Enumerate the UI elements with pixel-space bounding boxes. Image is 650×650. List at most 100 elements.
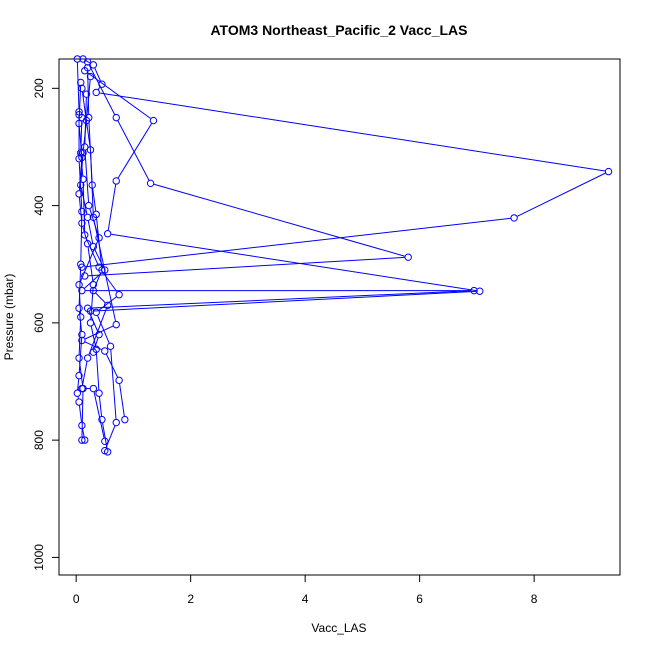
data-point <box>83 304 92 312</box>
series-segment <box>78 311 83 332</box>
data-point <box>115 291 123 299</box>
series-segment <box>96 217 103 267</box>
data-point <box>92 308 100 317</box>
data-point <box>86 319 95 327</box>
chart-title: ATOM3 Northeast_Pacific_2 Vacc_LAS <box>210 22 467 38</box>
series-segment <box>94 249 104 268</box>
x-axis-label: Vacc_LAS <box>311 621 366 635</box>
y-tick-label: 600 <box>32 313 46 333</box>
series-segment <box>88 64 116 115</box>
x-tick-label: 2 <box>187 592 194 606</box>
series <box>78 64 112 446</box>
series-segment <box>87 71 90 115</box>
series-segment <box>76 62 80 109</box>
x-tick-label: 0 <box>73 592 80 606</box>
series-segment <box>153 183 405 257</box>
series-segment <box>93 391 105 438</box>
series-segment <box>85 60 91 64</box>
data-point <box>92 210 100 219</box>
series-segment <box>89 208 99 235</box>
data-point <box>86 72 95 81</box>
series-segment <box>78 160 83 191</box>
x-tick-label: 6 <box>416 592 423 606</box>
series-layer <box>73 55 613 456</box>
data-point <box>75 281 83 289</box>
data-point <box>103 230 112 238</box>
data-point <box>106 342 115 351</box>
series-segment <box>517 172 606 217</box>
data-point <box>81 272 89 280</box>
series-segment <box>117 120 150 181</box>
series-segment <box>87 220 94 244</box>
series-segment <box>94 67 101 82</box>
data-point <box>73 389 82 397</box>
data-point <box>77 260 85 268</box>
series-segment <box>105 425 116 448</box>
series-segment <box>94 273 102 288</box>
data-point <box>89 281 98 289</box>
series-segment <box>82 428 85 437</box>
y-tick-label: 400 <box>32 195 46 215</box>
y-tick-label: 1000 <box>32 544 46 571</box>
data-point <box>470 286 478 295</box>
series-segment <box>100 269 118 293</box>
series-segment <box>95 292 106 304</box>
series-segment <box>87 72 151 119</box>
series-segment <box>90 326 96 346</box>
data-point <box>81 143 89 151</box>
data-point <box>83 240 92 248</box>
series <box>78 55 613 271</box>
data-point <box>78 336 86 345</box>
data-point <box>75 371 83 380</box>
y-axis: 200 400 600 800 1000 <box>32 78 60 571</box>
series-segment <box>84 97 87 144</box>
data-point <box>89 384 98 393</box>
data-point <box>81 436 89 444</box>
series-segment <box>117 123 153 179</box>
data-point <box>89 286 98 295</box>
data-point <box>75 154 83 163</box>
data-point <box>75 398 83 406</box>
data-point <box>88 181 96 189</box>
series-segment <box>79 240 99 282</box>
data-point <box>112 177 120 185</box>
series-segment <box>88 121 93 182</box>
series-segment <box>78 126 83 155</box>
data-point <box>78 330 86 339</box>
data-point <box>85 201 93 210</box>
x-tick-label: 8 <box>531 592 538 606</box>
series-segment <box>78 267 82 305</box>
data-point <box>75 354 83 362</box>
data-point <box>85 113 93 122</box>
data-point <box>103 301 112 309</box>
data-point <box>75 190 83 198</box>
series-segment <box>97 86 101 90</box>
series-segment <box>107 184 117 231</box>
series-segment <box>78 162 83 208</box>
data-point <box>78 207 86 216</box>
series-segment <box>84 325 114 340</box>
y-tick-label: 800 <box>32 430 46 450</box>
series-segment <box>111 233 477 292</box>
series-segment <box>99 92 606 172</box>
data-point <box>101 347 109 355</box>
data-point <box>78 384 86 393</box>
series-segment <box>77 379 80 390</box>
data-point <box>115 376 123 385</box>
series <box>75 78 112 456</box>
series-segment <box>95 352 100 390</box>
data-point <box>121 415 129 424</box>
series-segment <box>98 296 117 311</box>
data-point <box>98 266 106 274</box>
series-segment <box>98 396 103 417</box>
series-segment <box>80 214 83 261</box>
data-point <box>83 354 92 362</box>
data-point <box>89 61 98 69</box>
data-point <box>78 421 86 430</box>
data-point <box>73 55 82 63</box>
data-point <box>95 330 103 339</box>
series-segment <box>119 383 125 417</box>
series-segment <box>88 308 107 355</box>
data-point <box>77 78 85 87</box>
data-point <box>92 88 100 97</box>
